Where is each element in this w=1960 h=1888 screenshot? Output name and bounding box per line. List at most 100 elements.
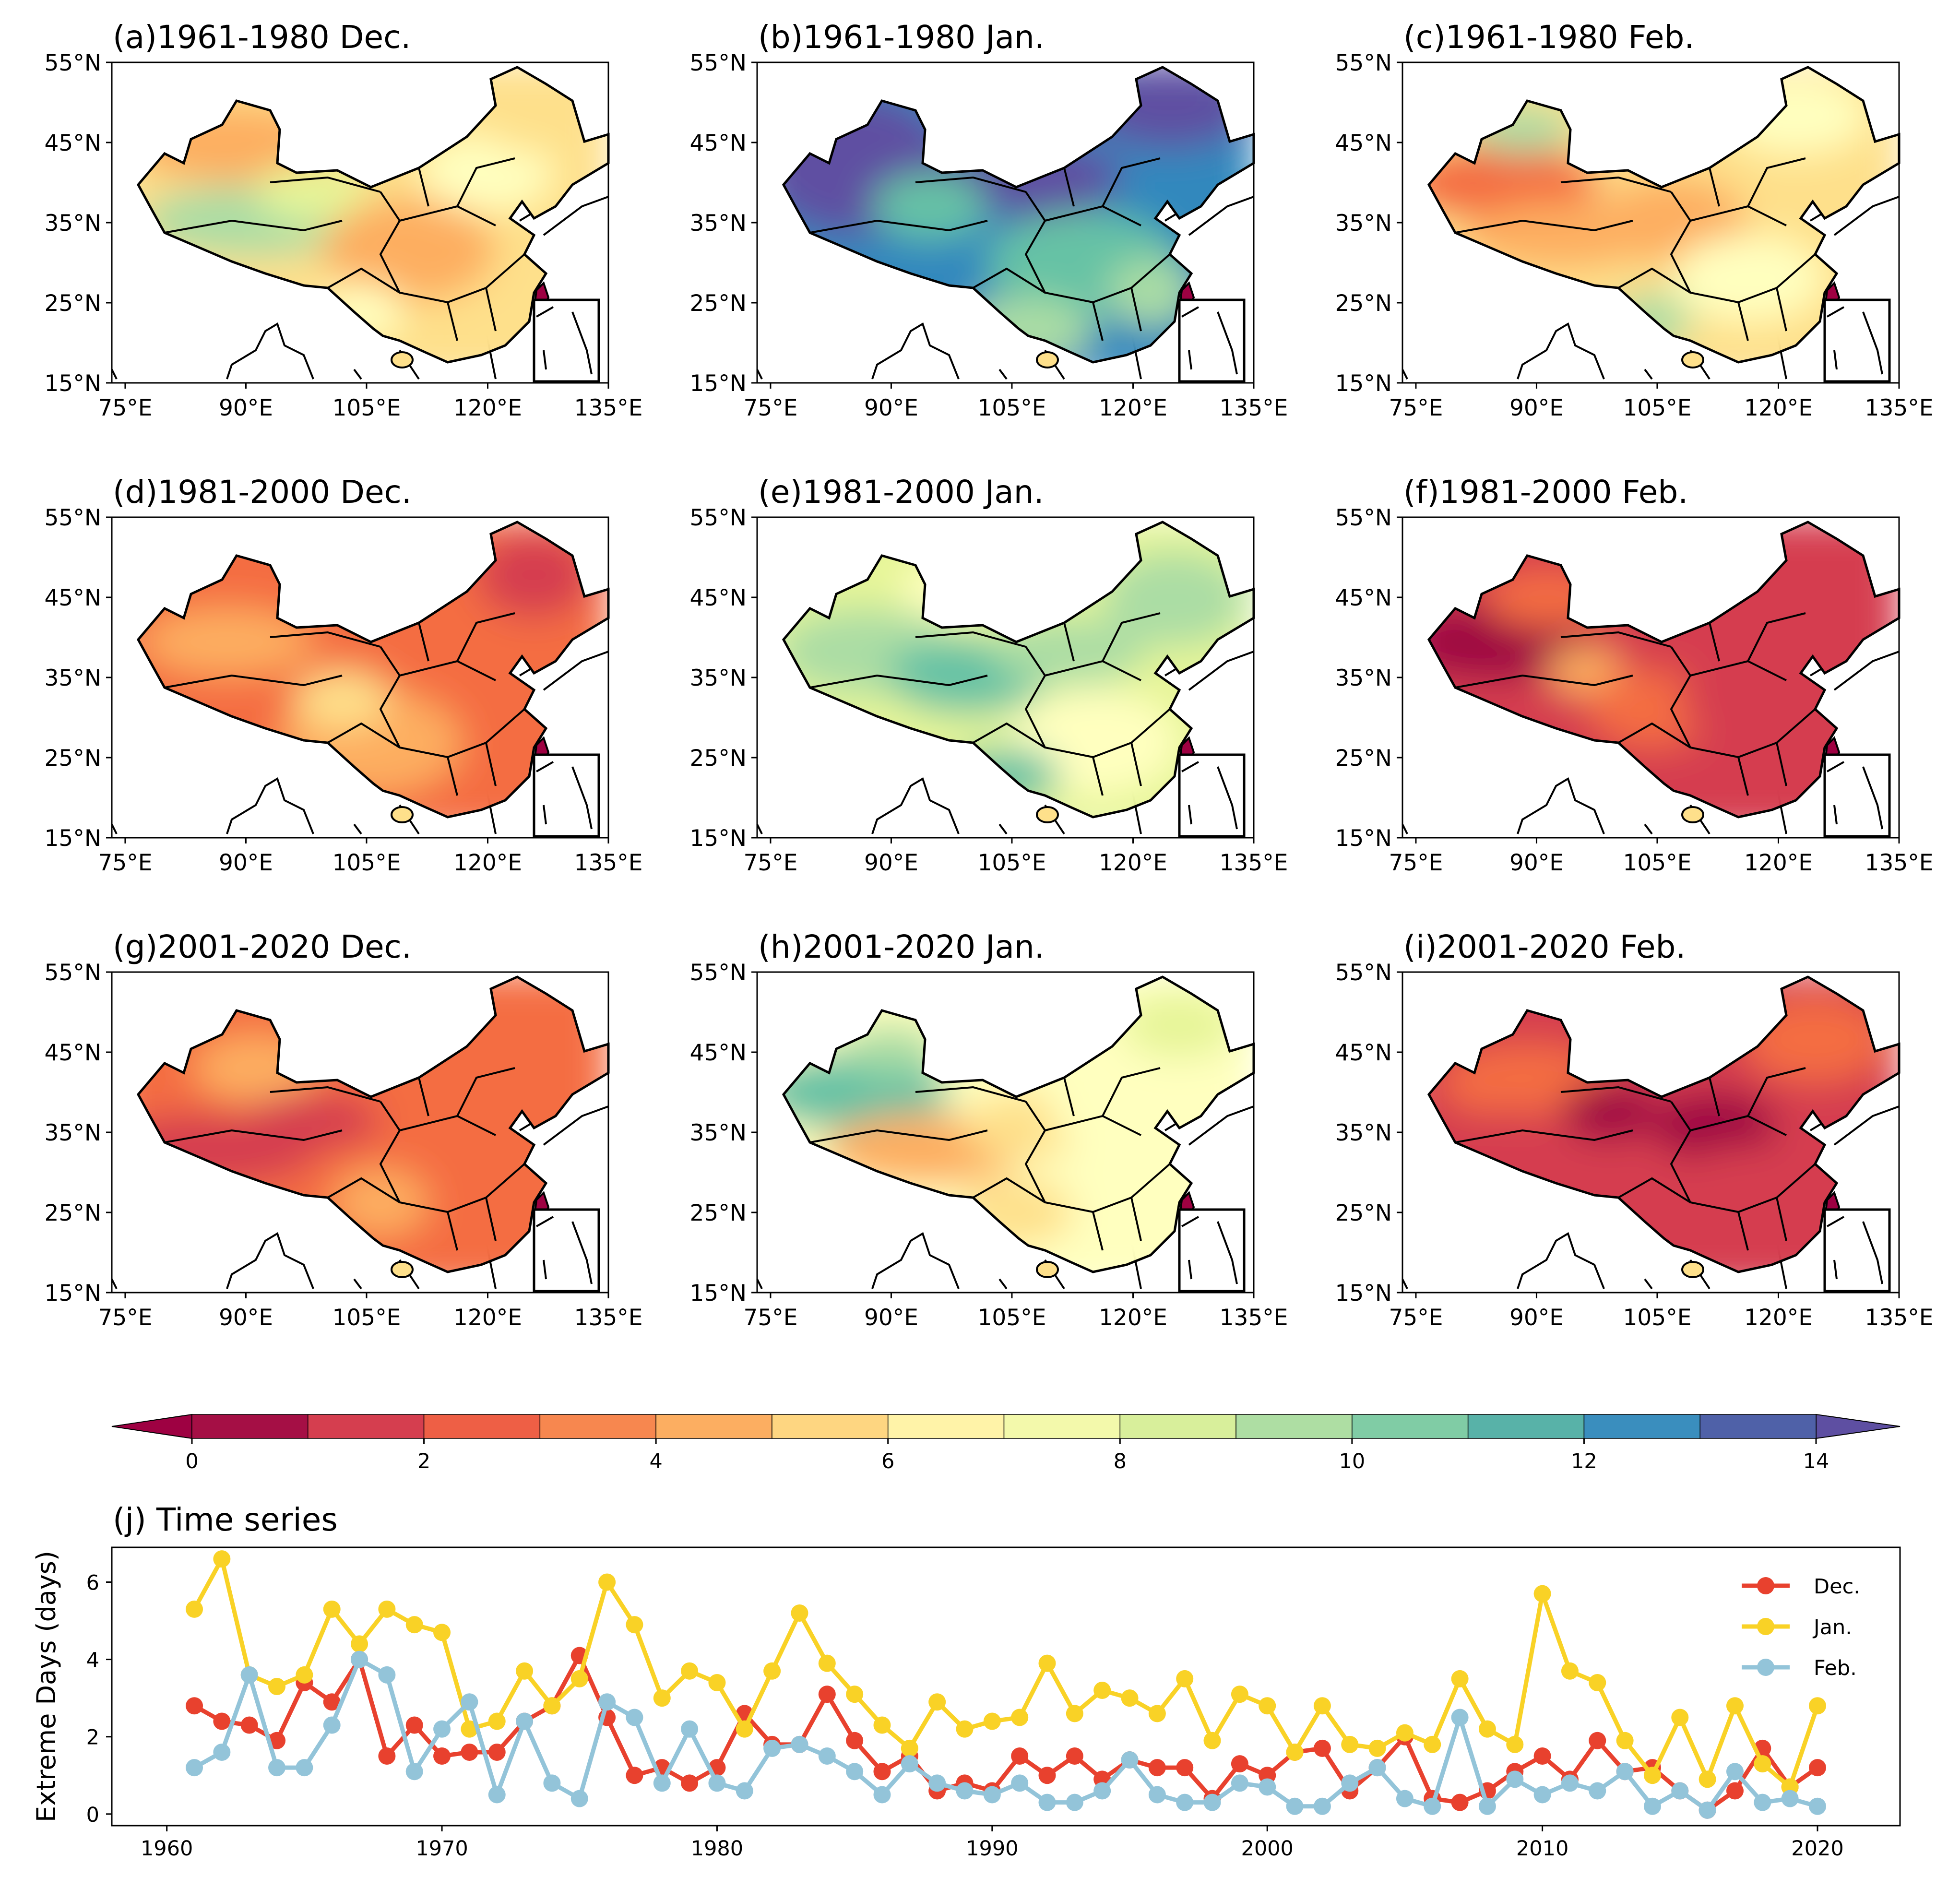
lon-tick-label: 105°E	[333, 1305, 401, 1331]
data-point	[570, 1790, 588, 1807]
lat-tick-label: 15°N	[1335, 1280, 1392, 1306]
lat-tick-label: 35°N	[690, 665, 747, 691]
series-feb	[186, 1651, 1826, 1819]
hainan-island	[1681, 806, 1704, 823]
lat-tick-label: 35°N	[45, 210, 101, 237]
colorbar-tick-label: 14	[1803, 1449, 1829, 1473]
data-point	[1808, 1797, 1826, 1815]
data-point	[1616, 1763, 1634, 1781]
data-point	[213, 1743, 231, 1761]
colorbar-extend-high	[1816, 1413, 1901, 1439]
data-point	[1589, 1732, 1606, 1749]
colorbar-tick-label: 6	[881, 1449, 894, 1473]
data-point	[1011, 1774, 1029, 1792]
lon-tick-label: 120°E	[453, 395, 522, 421]
map-panel: (d)1981-2000 Dec. 55°N 45°N 35°N 25°N 15°N75°…	[45, 474, 643, 876]
map-panel-title: (g)2001-2020 Dec.	[113, 928, 412, 965]
data-point	[1533, 1786, 1551, 1804]
data-point	[763, 1662, 781, 1680]
colorbar-swatch	[1583, 1414, 1700, 1439]
inset-coastline	[1827, 1216, 1883, 1284]
data-point	[488, 1786, 506, 1804]
data-point	[1451, 1670, 1469, 1687]
south-china-sea-inset	[1178, 298, 1246, 383]
coastline	[111, 322, 314, 380]
hainan-island	[391, 1261, 414, 1278]
lon-tick-label: 105°E	[1623, 395, 1692, 421]
lon-tick-label: 90°E	[219, 395, 273, 421]
lat-tick-label: 25°N	[690, 1200, 747, 1226]
legend-label: Feb.	[1814, 1656, 1857, 1680]
data-point	[543, 1774, 561, 1792]
data-point	[681, 1774, 699, 1792]
colorbar-extend-low	[111, 1413, 192, 1439]
map-panel: (e)1981-2000 Jan. 55°N 45°N 35°N 25°N 15°N75°…	[690, 474, 1288, 876]
data-point	[626, 1616, 643, 1634]
legend: Dec. Jan. Feb.	[1742, 1575, 1860, 1680]
data-point	[1011, 1709, 1029, 1726]
map-panel-title: (f)1981-2000 Feb.	[1403, 474, 1688, 511]
colorbar-swatch	[191, 1414, 309, 1439]
lon-tick-label: 120°E	[1099, 1305, 1167, 1331]
map-panel-title: (e)1981-2000 Jan.	[758, 474, 1044, 511]
data-point	[405, 1763, 423, 1781]
data-point	[1424, 1735, 1441, 1753]
data-point	[1726, 1763, 1744, 1781]
lon-tick-label: 105°E	[978, 850, 1046, 876]
data-point	[296, 1759, 313, 1777]
lat-tick-label: 15°N	[45, 370, 101, 397]
data-point	[1699, 1770, 1716, 1788]
data-point	[461, 1693, 478, 1711]
x-axis: 1960 1970 1980 1990 2000 2010 2020	[141, 1826, 1844, 1861]
data-point	[1231, 1755, 1248, 1773]
data-point	[598, 1693, 616, 1711]
lat-tick-label: 55°N	[690, 960, 747, 986]
data-point	[901, 1739, 918, 1757]
legend-marker	[1757, 1618, 1774, 1635]
colorbar-swatch	[1235, 1414, 1353, 1439]
lon-tick-label: 90°E	[219, 1305, 273, 1331]
data-point	[1011, 1747, 1029, 1765]
data-point	[928, 1774, 946, 1792]
data-point	[488, 1743, 506, 1761]
lat-tick-label: 15°N	[45, 825, 101, 852]
data-point	[433, 1720, 451, 1738]
colorbar-swatch	[1119, 1414, 1236, 1439]
data-point	[543, 1697, 561, 1715]
data-point	[351, 1635, 368, 1653]
data-point	[1066, 1793, 1083, 1811]
data-point	[708, 1674, 726, 1691]
lat-tick-label: 25°N	[45, 1200, 101, 1226]
data-point	[323, 1600, 341, 1618]
data-point	[1643, 1767, 1661, 1784]
colorbar-tick-label: 4	[649, 1449, 662, 1473]
data-point	[626, 1767, 643, 1784]
data-point	[1066, 1705, 1083, 1722]
data-point	[1396, 1790, 1414, 1807]
lon-tick-label: 105°E	[333, 395, 401, 421]
lon-tick-label: 75°E	[1389, 850, 1443, 876]
data-point	[323, 1693, 341, 1711]
time-series-chart: (j) Time series 0 2 4 6 1960 1970 1980 1990 200…	[31, 1501, 1901, 1861]
lon-tick-label: 135°E	[1865, 1305, 1934, 1331]
data-point	[1121, 1751, 1139, 1769]
colorbar-swatch	[1467, 1414, 1585, 1439]
x-tick-label: 1980	[691, 1837, 743, 1861]
lon-tick-label: 135°E	[1220, 1305, 1288, 1331]
data-point	[1093, 1782, 1111, 1800]
lat-tick-label: 45°N	[45, 585, 101, 611]
lon-tick-label: 75°E	[98, 850, 152, 876]
hainan-island	[1036, 806, 1059, 823]
lat-tick-label: 45°N	[1335, 1040, 1392, 1066]
data-point	[1478, 1797, 1496, 1815]
lat-tick-label: 45°N	[690, 130, 747, 156]
x-tick-label: 1970	[416, 1837, 468, 1861]
lat-tick-label: 45°N	[1335, 130, 1392, 156]
data-point	[1341, 1774, 1359, 1792]
data-point	[240, 1666, 258, 1684]
lon-tick-label: 90°E	[1509, 850, 1564, 876]
map-panel-title: (b)1961-1980 Jan.	[758, 19, 1045, 56]
province-boundaries	[809, 1067, 1171, 1251]
data-point	[351, 1651, 368, 1668]
lat-tick-label: 15°N	[45, 1280, 101, 1306]
